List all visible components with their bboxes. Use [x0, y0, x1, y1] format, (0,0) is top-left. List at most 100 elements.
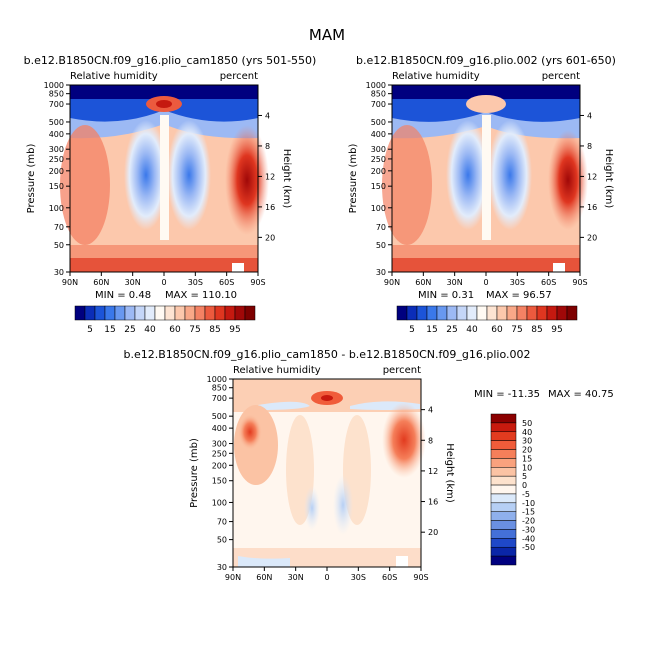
y-axis-title: Pressure (mb) — [348, 144, 359, 214]
panel-2-right-label: percent — [542, 71, 580, 82]
colorbar-label: 15 — [104, 325, 115, 335]
colorbar-swatch — [490, 422, 517, 433]
y2-tick-label: 4 — [428, 406, 433, 415]
colorbar-swatch — [446, 305, 458, 321]
colorbar-swatch — [144, 305, 156, 321]
colorbar-swatch — [506, 305, 518, 321]
colorbar-label: 15 — [426, 325, 437, 335]
y-tick-label: 300 — [49, 145, 64, 154]
colorbar-swatch — [124, 305, 136, 321]
colorbar-swatch — [566, 305, 578, 321]
y-tick-label: 50 — [217, 536, 227, 545]
colorbar-label: 75 — [511, 325, 522, 335]
colorbar-label: 5 — [87, 325, 93, 335]
x-tick-label: 0 — [324, 573, 329, 582]
y2-tick-label: 16 — [587, 203, 597, 212]
colorbar-swatch — [134, 305, 146, 321]
y-tick-label: 150 — [212, 477, 227, 486]
y-tick-label: 1000 — [207, 375, 227, 384]
colorbar-swatch — [490, 458, 517, 468]
colorbar-label: 15 — [522, 454, 532, 463]
colorbar-swatch — [416, 305, 428, 321]
x-tick-label: 60S — [219, 278, 234, 287]
colorbar-swatch — [490, 449, 517, 459]
y2-tick-label: 16 — [428, 498, 438, 507]
x-tick-label: 90N — [62, 278, 78, 287]
colorbar-swatch — [224, 305, 236, 321]
colorbar-label: -30 — [522, 525, 535, 534]
colorbar-2: 5 15 25 40 60 75 85 95 — [396, 305, 578, 335]
colorbar-label: -15 — [522, 508, 535, 517]
x-tick-label: 30S — [510, 278, 525, 287]
y2-axis-title: Height (km) — [444, 443, 455, 503]
y2-tick-label: 20 — [265, 233, 275, 242]
y2-tick-label: 16 — [265, 203, 275, 212]
colorbar-swatch — [496, 305, 508, 321]
y2-tick-label: 8 — [428, 436, 433, 445]
colorbar-swatch — [396, 305, 408, 321]
y2-tick-label: 12 — [587, 172, 597, 181]
y-tick-label: 400 — [212, 424, 227, 433]
y-tick-label: 300 — [371, 145, 386, 154]
colorbar-swatch — [556, 305, 568, 321]
page-title: MAM — [309, 26, 345, 44]
panel-3-left-label: Relative humidity — [233, 365, 321, 376]
colorbar-label: -40 — [522, 534, 535, 543]
colorbar-swatch — [154, 305, 166, 321]
x-tick-label: 90N — [225, 573, 241, 582]
colorbar-label: 60 — [169, 325, 181, 335]
y2-tick-label: 8 — [587, 142, 592, 151]
colorbar-swatch — [490, 502, 517, 512]
colorbars-layer: 5 15 25 40 60 75 85 95 5 15 25 40 60 75 85 955040302015… — [74, 305, 578, 566]
colorbar-swatch — [490, 431, 517, 441]
y-tick-label: 500 — [49, 118, 64, 127]
y-axis-title: Pressure (mb) — [189, 438, 200, 508]
colorbar-swatch — [84, 305, 96, 321]
colorbar-swatch — [174, 305, 186, 321]
colorbar-label: 5 — [522, 472, 527, 481]
colorbar-swatch — [104, 305, 116, 321]
colorbar-label: 85 — [209, 325, 220, 335]
y-tick-label: 100 — [371, 204, 386, 213]
x-tick-label: 30N — [288, 573, 304, 582]
x-tick-label: 0 — [161, 278, 166, 287]
colorbar-swatch — [214, 305, 226, 321]
panel-1-left-label: Relative humidity — [70, 71, 158, 82]
y-tick-label: 70 — [54, 223, 64, 232]
y-tick-label: 100 — [212, 498, 227, 507]
y2-axis-title: Height (km) — [281, 149, 292, 209]
colorbar-swatch — [74, 305, 86, 321]
colorbar-label: -5 — [522, 490, 530, 499]
panel-2-axes: 1000850700500400300250200150100705030481… — [348, 81, 614, 287]
colorbar-swatch — [490, 413, 517, 424]
colorbar-label: 75 — [189, 325, 200, 335]
colorbar-swatch — [94, 305, 106, 321]
colorbar-label: 40 — [522, 428, 532, 437]
y-tick-label: 700 — [212, 394, 227, 403]
y-tick-label: 300 — [212, 440, 227, 449]
panel-3-max-text: MAX = 40.75 — [548, 389, 614, 400]
x-tick-label: 60N — [415, 278, 431, 287]
colorbar-swatch — [490, 529, 517, 539]
panel-3-field — [233, 379, 426, 567]
colorbar-swatch — [490, 520, 517, 530]
x-tick-label: 90S — [250, 278, 265, 287]
panel-2-min-text: MIN = 0.31 — [418, 290, 474, 301]
colorbar-label: 25 — [124, 325, 135, 335]
axes-layer: 1000850700500400300250200150100705030481… — [26, 81, 614, 582]
colorbar-label: 0 — [522, 481, 527, 490]
colorbar-swatch — [194, 305, 206, 321]
panel-1-case-title: b.e12.B1850CN.f09_g16.plio_cam1850 (yrs … — [24, 54, 317, 67]
y-tick-label: 30 — [376, 268, 386, 277]
colorbar-label: 40 — [144, 325, 156, 335]
x-tick-label: 0 — [483, 278, 488, 287]
y-tick-label: 400 — [49, 130, 64, 139]
y-tick-label: 50 — [376, 241, 386, 250]
y2-tick-label: 8 — [265, 142, 270, 151]
y-tick-label: 850 — [371, 90, 386, 99]
x-tick-label: 60N — [93, 278, 109, 287]
colorbar-swatch — [406, 305, 418, 321]
colorbar-label: 95 — [551, 325, 562, 335]
panel-3-min-text: MIN = -11.35 — [474, 389, 540, 400]
